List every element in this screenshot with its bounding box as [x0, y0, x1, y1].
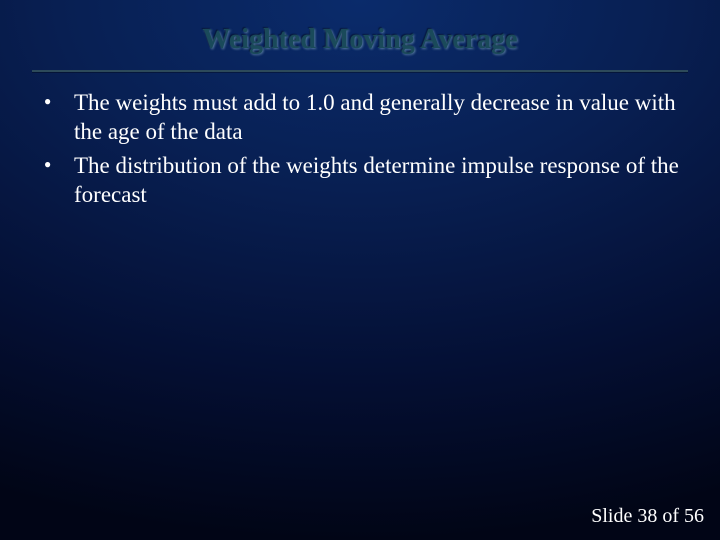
- bullet-item: The weights must add to 1.0 and generall…: [38, 88, 682, 147]
- slide: Weighted Moving Average The weights must…: [0, 0, 720, 540]
- bullet-item: The distribution of the weights determin…: [38, 151, 682, 210]
- slide-content: The weights must add to 1.0 and generall…: [28, 72, 692, 210]
- slide-title: Weighted Moving Average: [28, 24, 692, 56]
- bullet-list: The weights must add to 1.0 and generall…: [38, 88, 682, 210]
- slide-footer: Slide 38 of 56: [591, 505, 704, 528]
